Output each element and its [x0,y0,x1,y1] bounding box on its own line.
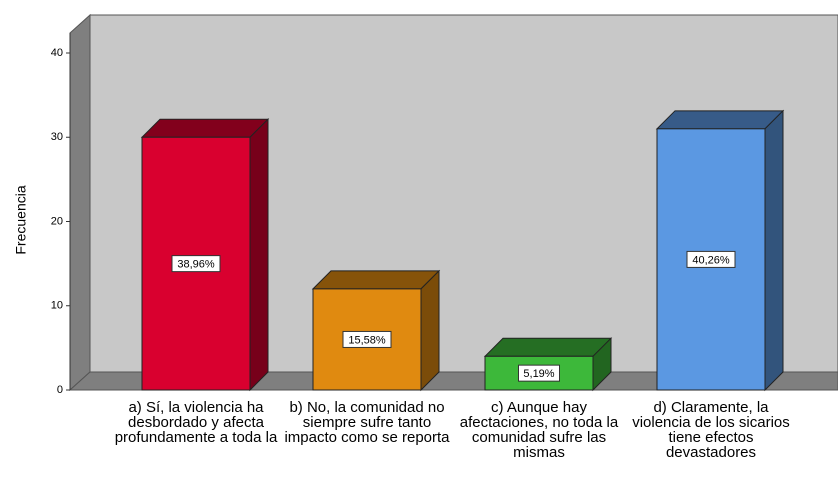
data-label: 5,19% [523,368,554,380]
data-label-box [686,250,736,268]
bar-top [311,270,441,290]
category-label: c) Aunque hay afectaciones, no toda la c… [459,400,619,461]
bar-side [420,269,440,392]
category-label: a) Sí, la violencia ha desbordado y afec… [114,400,278,446]
data-label-box [518,364,560,382]
y-tick-label: 0 [57,384,63,396]
category-label: d) Claramente, la violencia de los sicar… [632,400,790,461]
data-label: 15,58% [348,334,386,346]
x-tick-label: c) Aunque hay afectaciones, no toda la c… [459,400,619,461]
y-tick-label: 30 [51,131,63,143]
data-label-box [171,255,221,273]
bar-top [140,118,270,138]
x-tick-label: b) No, la comunidad no siempre sufre tan… [284,400,450,446]
bar-top [655,110,785,130]
y-tick-label: 10 [51,300,63,312]
x-tick-label: a) Sí, la violencia ha desbordado y afec… [114,400,278,446]
bar-top [483,337,613,357]
y-tick-label: 40 [51,47,63,59]
category-label: b) No, la comunidad no siempre sufre tan… [284,400,450,446]
bar-side [764,109,784,392]
data-label: 38,96% [177,259,215,271]
y-tick-label: 20 [51,215,63,227]
bar-side [249,118,269,392]
x-tick-label: d) Claramente, la violencia de los sicar… [632,400,790,461]
data-label: 40,26% [692,254,730,266]
y-axis-title: Frecuencia [13,185,29,254]
side-wall [69,13,91,392]
data-label-box [342,330,392,348]
